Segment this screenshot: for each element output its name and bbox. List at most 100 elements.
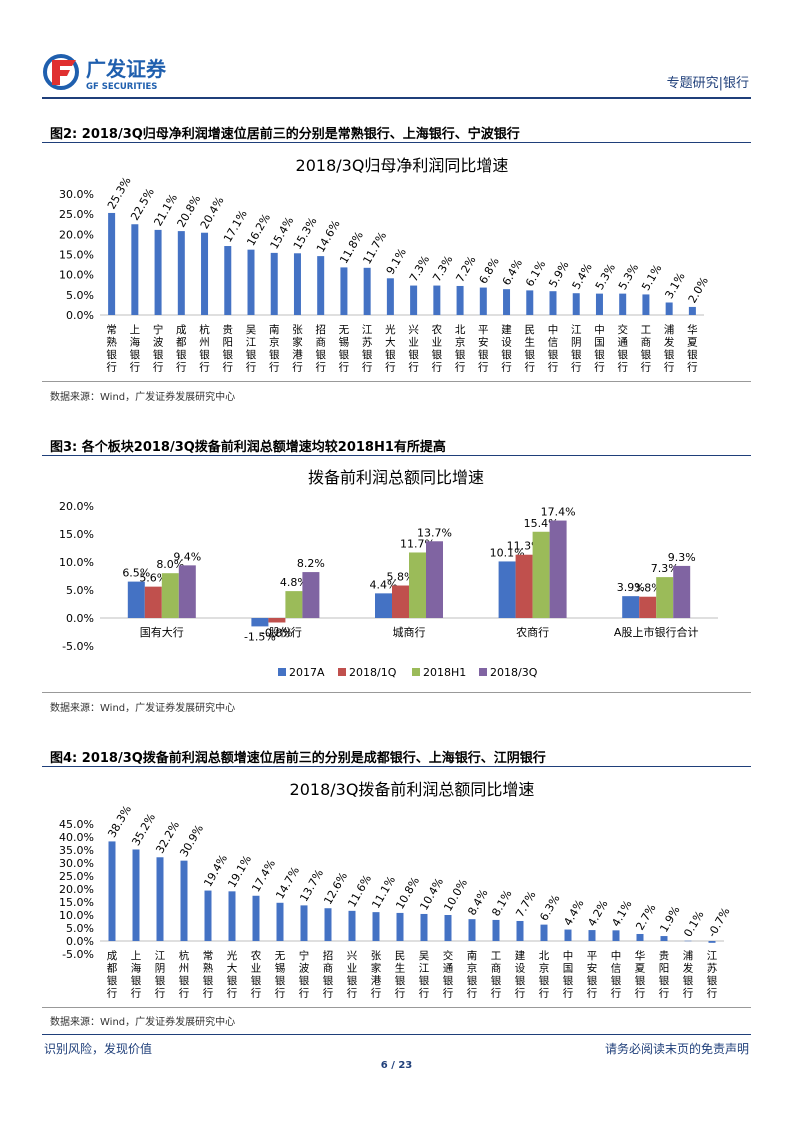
bar: [204, 890, 212, 941]
data-label: 3.9%: [617, 581, 645, 594]
data-label: 5.6%: [139, 572, 167, 585]
bar: [636, 933, 644, 941]
x-tick-label: 江苏银行: [362, 324, 373, 374]
x-tick-label: 无锡银行: [339, 324, 350, 374]
page-number: 6 / 23: [380, 1060, 413, 1071]
x-tick-label: 江阴银行: [155, 950, 166, 1000]
data-label: 8.0%: [156, 558, 184, 571]
x-tick-label: 江苏银行: [707, 950, 718, 1000]
x-tick-label: 光大银行: [385, 323, 396, 374]
data-label: -1.5%: [244, 630, 276, 643]
data-label: 5.3%: [616, 261, 641, 292]
data-label: -0.8%: [261, 626, 293, 639]
bar: [410, 285, 418, 315]
x-tick-label: 城商行: [393, 625, 426, 639]
y-tick-label: 10.0%: [59, 556, 94, 569]
x-tick-label: 招商银行: [315, 323, 326, 374]
bar: [656, 577, 674, 618]
x-tick-label: 民生银行: [525, 324, 536, 374]
x-tick-label: 张家港行: [292, 324, 303, 374]
data-label: 30.9%: [177, 822, 206, 859]
chart-title: 拨备前利润总额同比增速: [308, 468, 484, 487]
bar: [108, 841, 116, 941]
chart-ppop-growth-by-bank: 2018/3Q拨备前利润总额同比增速 -5.0%0.0%5.0%10.0%15.0…: [59, 780, 733, 1000]
bar: [270, 252, 278, 315]
legend-label: 2018/1Q: [349, 666, 397, 679]
x-tick-label: 宁波银行: [299, 949, 310, 1000]
bar: [127, 581, 145, 618]
bar: [532, 531, 550, 618]
y-tick-label: 15.0%: [59, 896, 94, 909]
figure-3-top-rule: [42, 455, 751, 456]
bar: [619, 293, 627, 315]
y-tick-label: 10.0%: [59, 269, 94, 282]
legend-label: 2017A: [289, 666, 325, 679]
figure-3-bottom-rule: [42, 692, 751, 693]
bar: [201, 232, 209, 315]
x-tick-label: 兴业银行: [408, 324, 419, 374]
bar: [252, 895, 260, 941]
data-label: 7.3%: [651, 562, 679, 575]
bar: [515, 554, 533, 618]
y-tick-label: 5.0%: [66, 922, 94, 935]
data-label: 6.8%: [477, 255, 502, 286]
x-tick-label: 无锡银行: [275, 950, 286, 1000]
y-tick-label: -5.0%: [62, 640, 94, 653]
data-label: 3.1%: [662, 270, 687, 301]
data-label: 38.3%: [105, 803, 134, 840]
bar: [673, 565, 691, 618]
data-label: 5.8%: [387, 571, 415, 584]
y-tick-label: 0.0%: [66, 309, 94, 322]
bar: [526, 290, 534, 315]
legend-label: 2018/3Q: [490, 666, 538, 679]
bar: [372, 912, 380, 941]
bar: [660, 936, 668, 941]
chart-ppop-by-segment: 拨备前利润总额同比增速 -5.0% 0.0% 5.0% 10.0% 15.0% 20.0% 国…: [59, 468, 718, 679]
x-tick-label: 交通银行: [617, 323, 628, 374]
bar: [396, 912, 404, 941]
bar: [498, 561, 516, 618]
data-label: 4.4%: [370, 578, 398, 591]
x-tick-label: 吴江银行: [246, 324, 257, 374]
figure-2-bottom-rule: [42, 381, 751, 382]
bar: [665, 302, 673, 315]
data-label: 2.0%: [686, 275, 711, 306]
y-tick-label: 20.0%: [59, 500, 94, 513]
bar: [516, 920, 524, 941]
bar: [549, 520, 567, 618]
y-tick-label: 15.0%: [59, 249, 94, 262]
x-tick-label: 吴江银行: [419, 950, 430, 1000]
data-label: 9.4%: [173, 550, 201, 563]
footer-disclaimer: 请务必阅读末页的免责声明: [604, 1042, 749, 1056]
data-label: 25.3%: [105, 175, 134, 212]
bar: [639, 596, 657, 618]
figure-4-title: 图4: 2018/3Q拨备前利润总额增速位居前三的分别是成都银行、上海银行、江阴…: [50, 751, 546, 766]
y-tick-label: 25.0%: [59, 870, 94, 883]
figure-4-bottom-rule: [42, 1007, 751, 1008]
legend-swatch: [412, 668, 420, 676]
logo-en: GF SECURITIES: [86, 82, 157, 92]
bar: [293, 253, 301, 315]
bar: [433, 285, 441, 315]
x-tick-label: 农业银行: [432, 323, 443, 374]
data-label: 4.8%: [280, 576, 308, 589]
bar: [392, 585, 409, 618]
chart-title: 2018/3Q拨备前利润总额同比增速: [290, 780, 535, 799]
bar: [108, 212, 116, 315]
y-tick-label: 30.0%: [59, 188, 94, 201]
data-label: 8.1%: [489, 888, 514, 919]
bar: [492, 919, 500, 941]
x-tick-label: 上海银行: [130, 324, 141, 374]
header-divider: [42, 97, 751, 99]
data-label: 8.4%: [465, 887, 490, 918]
bar: [251, 618, 269, 627]
bar: [426, 541, 443, 618]
bar: [340, 267, 348, 315]
x-tick-label: 南京银行: [467, 949, 478, 1000]
x-tick-label: 中信银行: [611, 949, 622, 1000]
bar: [456, 285, 464, 315]
bar: [131, 224, 139, 315]
legend-swatch: [278, 668, 286, 676]
figure-2-top-rule: [42, 142, 751, 143]
y-tick-label: 30.0%: [59, 857, 94, 870]
